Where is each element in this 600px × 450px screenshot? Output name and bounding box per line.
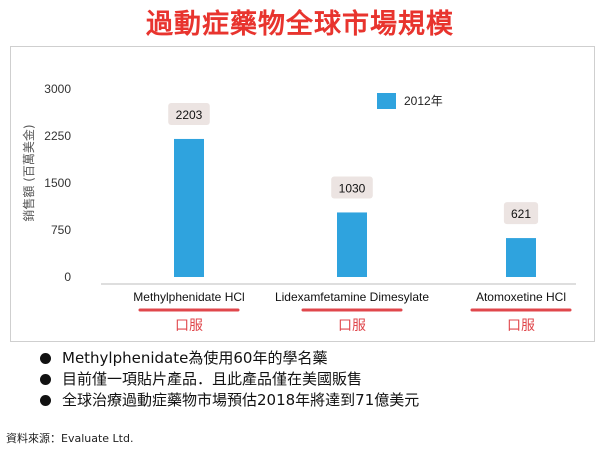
bar (506, 238, 536, 277)
source-note: 資料來源：Evaluate Ltd. (6, 432, 134, 445)
page-title: 過動症藥物全球市場規模 (146, 9, 454, 40)
y-tick-label: 1500 (44, 176, 71, 190)
bar-chart: 0 750 1500 2250 3000 銷售額 (百萬美金) 2203 Methylphe… (21, 82, 576, 334)
data-label-box (168, 102, 210, 125)
note-text: Methylphenidate為使用60年的學名藥 (62, 349, 328, 367)
y-axis-title: 銷售額 (百萬美金) (21, 124, 36, 221)
y-tick-label: 2250 (44, 129, 71, 143)
notes-list: Methylphenidate為使用60年的學名藥 目前僅一項貼片產品．且此產品… (40, 348, 419, 411)
bullet-icon (40, 395, 51, 406)
route-label: 口服 (175, 318, 203, 334)
bullet-icon (40, 353, 51, 364)
data-label: 2203 (176, 108, 203, 122)
data-label: 621 (511, 207, 531, 221)
category-label: Atomoxetine HCl (476, 290, 566, 304)
data-label-box (503, 202, 539, 225)
note-text: 全球治療過動症藥物市場預估2018年將達到71億美元 (62, 391, 420, 409)
note-item: 目前僅一項貼片產品．且此產品僅在美國販售 (40, 369, 419, 390)
note-item: Methylphenidate為使用60年的學名藥 (40, 348, 419, 369)
y-tick-label: 0 (64, 270, 71, 284)
bullet-icon (40, 374, 51, 385)
note-text: 目前僅一項貼片產品．且此產品僅在美國販售 (62, 370, 363, 388)
category-label: Methylphenidate HCl (133, 290, 244, 304)
bar (174, 138, 204, 277)
chart-panel: 0 750 1500 2250 3000 銷售額 (百萬美金) 2203 Methylphe… (10, 46, 595, 342)
note-item: 全球治療過動症藥物市場預估2018年將達到71億美元 (40, 390, 419, 411)
category-label: Lidexamfetamine Dimesylate (275, 290, 429, 304)
y-tick-label: 750 (51, 223, 71, 237)
data-label: 1030 (339, 181, 366, 195)
y-tick-label: 3000 (44, 82, 71, 96)
route-label: 口服 (338, 318, 366, 334)
bar (337, 212, 367, 277)
legend-swatch (377, 93, 396, 109)
route-label: 口服 (507, 318, 535, 334)
legend-label: 2012年 (404, 94, 443, 108)
data-label-box (331, 176, 373, 199)
